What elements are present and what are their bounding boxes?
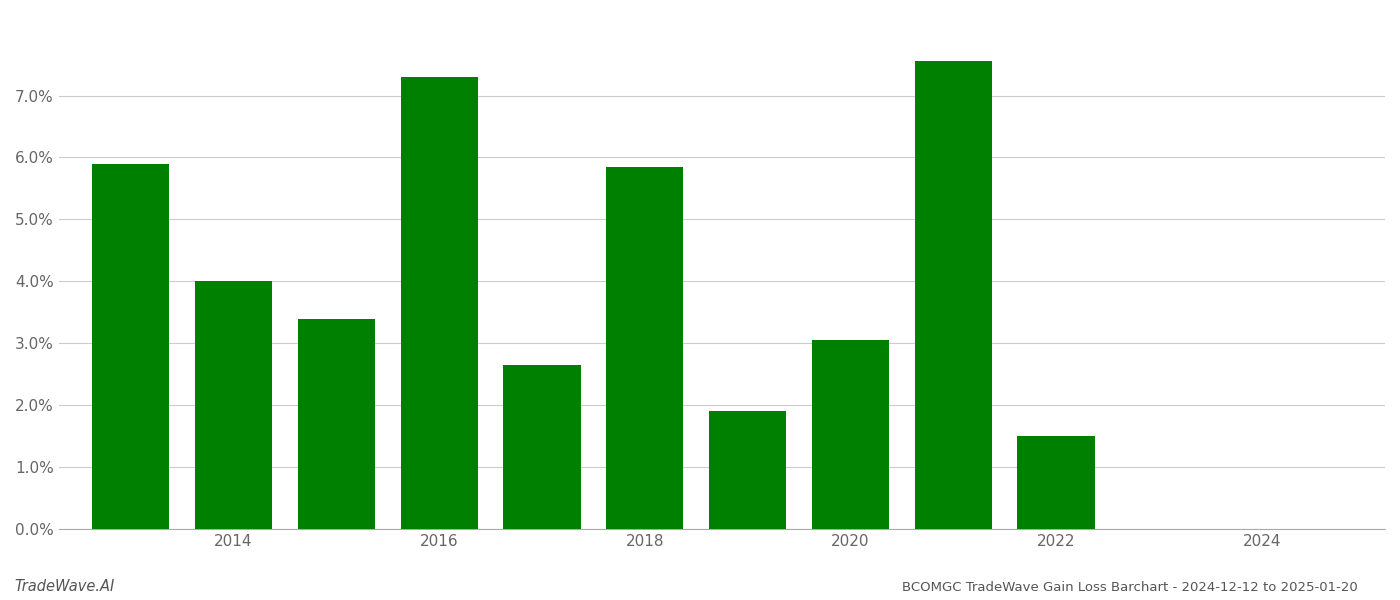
Bar	[92, 164, 169, 529]
Bar	[298, 319, 375, 529]
Bar	[708, 412, 787, 529]
Bar	[1018, 436, 1095, 529]
Bar	[914, 61, 991, 529]
Text: TradeWave.AI: TradeWave.AI	[14, 579, 115, 594]
Bar	[504, 365, 581, 529]
Bar	[195, 281, 272, 529]
Bar	[812, 340, 889, 529]
Bar	[400, 77, 477, 529]
Bar	[606, 167, 683, 529]
Text: BCOMGC TradeWave Gain Loss Barchart - 2024-12-12 to 2025-01-20: BCOMGC TradeWave Gain Loss Barchart - 20…	[902, 581, 1358, 594]
